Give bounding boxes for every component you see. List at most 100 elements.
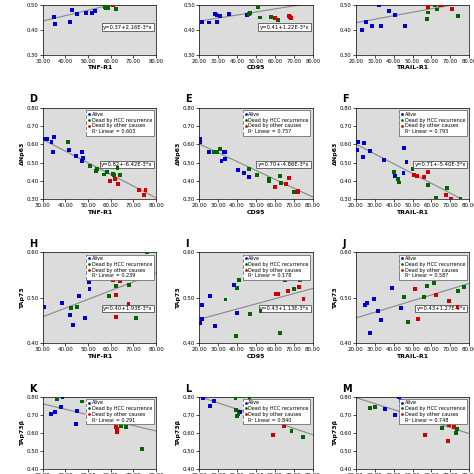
- Point: [400, 169, 407, 177]
- Point: [457, 195, 465, 202]
- Point: [75, 292, 82, 299]
- Point: [410, 171, 418, 179]
- Text: L: L: [186, 383, 192, 393]
- Point: [363, 300, 371, 307]
- Legend: Alive, Dead by HCC recurrence, Dead by other causes, R² Linear = 0.840: Alive, Dead by HCC recurrence, Dead by o…: [243, 399, 310, 424]
- Point: [109, 1, 117, 9]
- Point: [103, 168, 111, 175]
- Point: [232, 394, 239, 401]
- Point: [93, 165, 101, 173]
- Text: y=0.70+-4.86E-3*x: y=0.70+-4.86E-3*x: [258, 162, 309, 167]
- Point: [461, 283, 468, 291]
- Point: [216, 12, 224, 19]
- Point: [48, 138, 55, 146]
- Point: [411, 413, 419, 421]
- Point: [424, 182, 432, 189]
- Point: [291, 285, 298, 293]
- Point: [87, 416, 94, 424]
- Point: [391, 169, 398, 176]
- Point: [402, 415, 410, 422]
- Point: [256, 14, 264, 21]
- Y-axis label: ΔNp63: ΔNp63: [176, 142, 182, 165]
- Point: [398, 398, 405, 405]
- Point: [236, 408, 244, 416]
- Text: y=0.37+2.16E-3*x: y=0.37+2.16E-3*x: [103, 25, 153, 30]
- Point: [366, 147, 374, 155]
- Point: [420, 412, 428, 419]
- Point: [413, 172, 421, 179]
- Point: [206, 292, 214, 300]
- Point: [277, 180, 284, 187]
- Point: [132, 315, 140, 322]
- Point: [198, 301, 206, 309]
- Point: [57, 403, 64, 411]
- Point: [78, 398, 86, 405]
- Point: [254, 4, 261, 11]
- Point: [196, 136, 204, 143]
- Legend: Alive, Dead by HCC recurrence, Dead by other causes, R² Linear = 0.603: Alive, Dead by HCC recurrence, Dead by o…: [86, 110, 154, 136]
- Point: [51, 133, 58, 140]
- Point: [359, 26, 366, 34]
- Point: [109, 276, 117, 284]
- Point: [265, 177, 273, 185]
- Point: [294, 188, 301, 195]
- Point: [91, 418, 98, 426]
- Point: [256, 401, 264, 409]
- Text: y=0.71+-5.40E-3*x: y=0.71+-5.40E-3*x: [414, 162, 466, 167]
- Point: [280, 423, 287, 430]
- Point: [445, 298, 453, 305]
- Point: [285, 12, 293, 19]
- Point: [377, 22, 384, 30]
- X-axis label: TRAIL-R1: TRAIL-R1: [396, 210, 428, 215]
- Point: [366, 404, 374, 412]
- Y-axis label: TAp73β: TAp73β: [333, 420, 338, 446]
- Point: [432, 245, 439, 252]
- Point: [226, 10, 233, 18]
- Point: [401, 145, 408, 152]
- Text: H: H: [29, 238, 37, 249]
- Point: [431, 1, 439, 9]
- Point: [400, 293, 408, 301]
- Point: [246, 9, 254, 17]
- Point: [373, 353, 380, 361]
- Point: [216, 145, 224, 153]
- Point: [233, 284, 241, 292]
- Point: [49, 148, 57, 155]
- Point: [415, 256, 423, 264]
- Point: [282, 180, 290, 187]
- Point: [437, 1, 444, 9]
- Point: [424, 16, 431, 23]
- Point: [435, 200, 443, 207]
- Legend: Alive, Dead by HCC recurrence, Dead by other causes, R² Linear = 0.587: Alive, Dead by HCC recurrence, Dead by o…: [399, 255, 467, 280]
- Point: [87, 162, 94, 170]
- Point: [300, 198, 308, 206]
- Y-axis label: TAp73: TAp73: [333, 287, 338, 309]
- Point: [274, 290, 282, 298]
- Point: [211, 342, 219, 350]
- Point: [271, 183, 279, 191]
- Point: [112, 423, 119, 431]
- Point: [447, 195, 455, 202]
- Point: [106, 177, 114, 184]
- Point: [409, 165, 416, 173]
- Point: [86, 285, 93, 292]
- X-axis label: TNF-R1: TNF-R1: [87, 65, 112, 70]
- X-axis label: CD95: CD95: [246, 65, 265, 70]
- Text: D: D: [29, 94, 37, 104]
- Point: [112, 291, 120, 299]
- Legend: Alive, Dead by HCC recurrence, Dead by other causes, R² Linear = 0.291: Alive, Dead by HCC recurrence, Dead by o…: [86, 399, 154, 424]
- Point: [309, 0, 316, 6]
- Point: [374, 307, 382, 314]
- Point: [380, 156, 388, 164]
- Text: M: M: [342, 383, 352, 393]
- Point: [448, 5, 456, 13]
- Point: [82, 9, 90, 17]
- Point: [112, 283, 119, 290]
- Point: [112, 5, 120, 13]
- Point: [111, 175, 118, 183]
- Point: [257, 416, 264, 424]
- Point: [138, 445, 146, 453]
- Point: [110, 172, 118, 179]
- Point: [244, 414, 251, 422]
- Point: [235, 410, 242, 418]
